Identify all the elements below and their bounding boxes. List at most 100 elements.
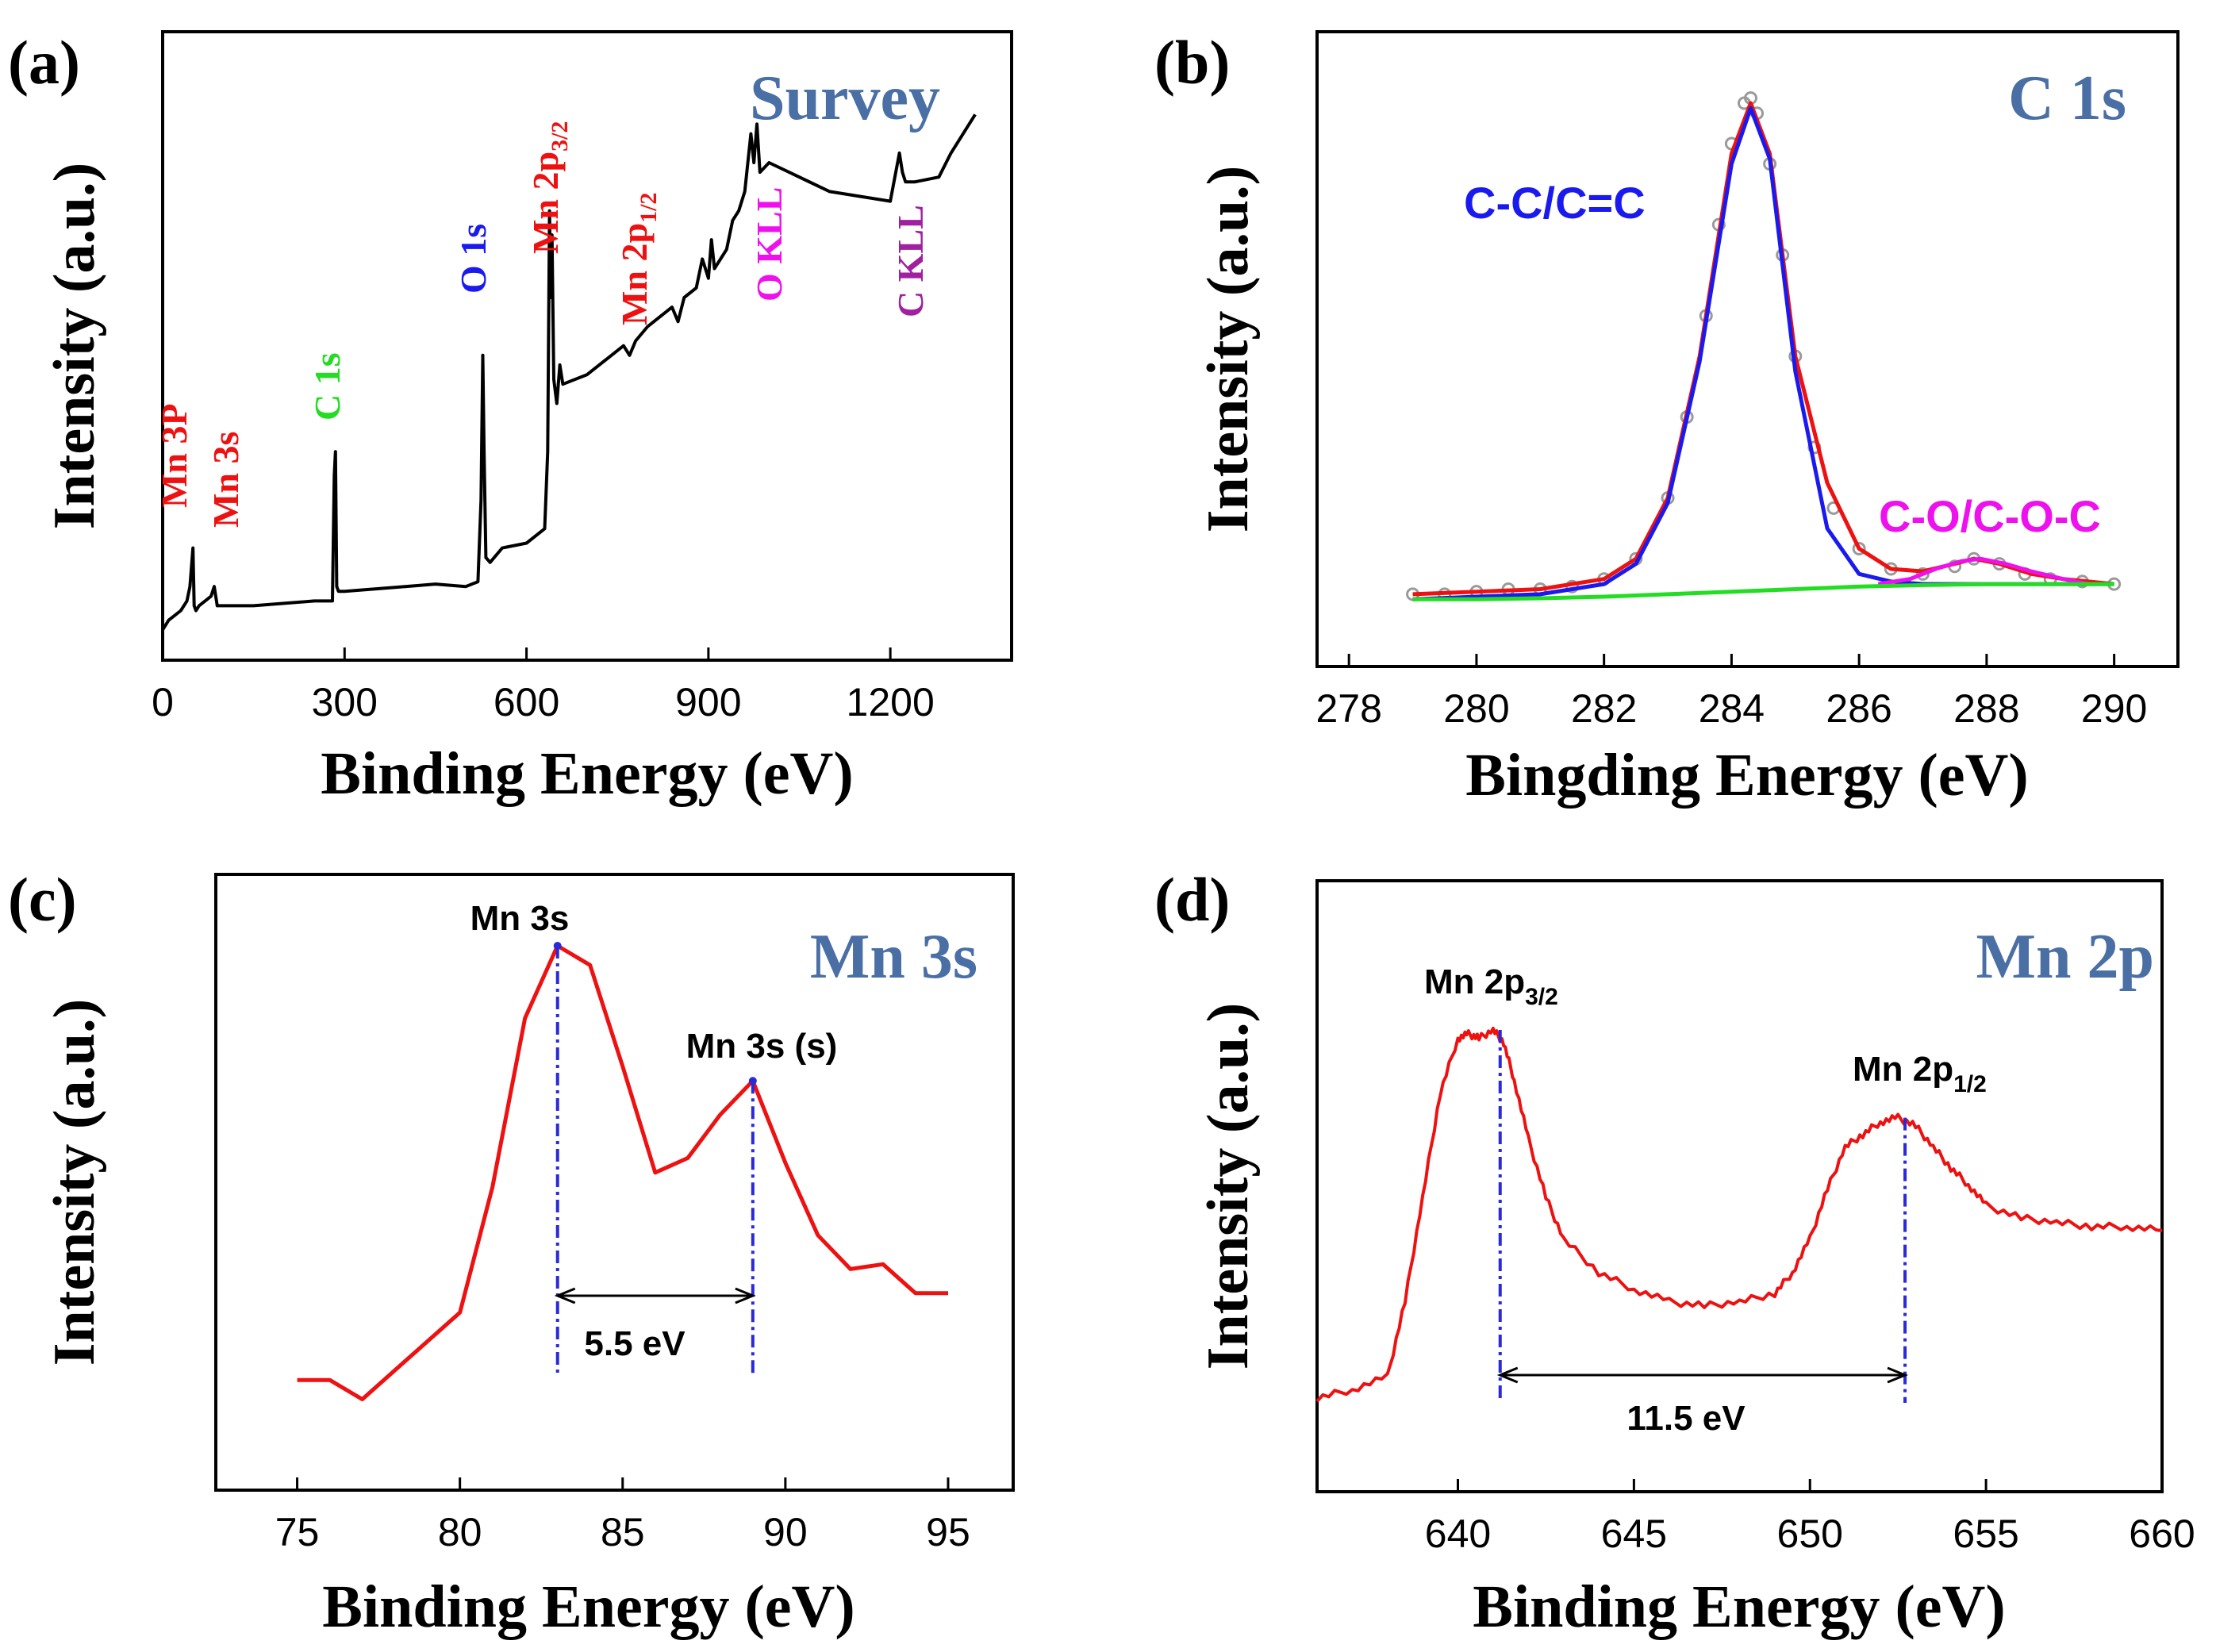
mn3s-splitting-label: 5.5 eV (584, 1324, 686, 1363)
survey-peak-label: Mn 3P (154, 403, 194, 508)
x-tick-label: 650 (1777, 1512, 1843, 1556)
x-tick-label: 288 (1953, 686, 2019, 731)
mn2p-splitting-label: 11.5 eV (1626, 1399, 1746, 1438)
panel-d-frame (1315, 879, 2164, 1493)
panel-c: (c) Mn 3s Intensity (a.u.) Binding Energ… (8, 865, 1015, 1640)
panel-b-frame (1315, 30, 2180, 668)
magenta-fit-line (1877, 556, 2089, 586)
survey-peak-name: C 1s (307, 352, 348, 421)
mn3s-peak-label: Mn 3s (470, 899, 570, 938)
c-o-label: C-O/C-O-C (1879, 491, 2101, 541)
survey-line (161, 113, 977, 631)
mn2p12-sub: 1/2 (1953, 1071, 1987, 1097)
x-tick-label: 286 (1826, 686, 1891, 731)
panel-c-annotations: Mn 3s Mn 3s (s) 5.5 eV (470, 899, 838, 1363)
x-tick-label: 1200 (847, 680, 935, 724)
panel-c-title: Mn 3s (810, 922, 977, 992)
panel-a-xlabel: Binding Energy (eV) (321, 740, 853, 807)
x-tick-label: 278 (1315, 686, 1381, 731)
mn2p12-label: Mn 2p (1853, 1050, 1953, 1089)
mn2p12-peak-label: Mn 2p1/2 (1853, 1050, 1987, 1097)
x-tick-label: 900 (675, 680, 741, 724)
panel-b-ylabel: Intensity (a.u.) (1196, 166, 1261, 533)
arrow-head-right (735, 1287, 756, 1304)
panel-d-annotations: Mn 2p3/2 Mn 2p1/2 11.5 eV (1424, 962, 1987, 1438)
panel-a-series (161, 113, 977, 631)
survey-peak-name: O KLL (749, 187, 789, 302)
c-c-label: C-C/C=C (1464, 178, 1646, 228)
survey-peak-label: Mn 3s (205, 432, 246, 528)
survey-peak-name: Mn 3P (154, 403, 194, 508)
panel-a-ylabel: Intensity (a.u.) (42, 163, 107, 530)
x-tick-label: 290 (2081, 686, 2147, 731)
mn3s-line (297, 943, 948, 1401)
survey-peak-name: Mn 3s (205, 432, 246, 528)
panel-d-series (1315, 1026, 2163, 1403)
green-fit-line (1412, 582, 2114, 601)
panel-c-series (297, 942, 948, 1401)
survey-peak-label: O 1s (453, 224, 494, 294)
panel-d: (d) Mn 2p Intensity (a.u.) Binding Energ… (1154, 865, 2195, 1640)
x-tick-label: 90 (763, 1510, 808, 1554)
panel-c-frame (214, 873, 1015, 1492)
panel-d-xlabel: Binding Energy (eV) (1473, 1573, 2005, 1640)
panel-d-title: Mn 2p (1976, 922, 2155, 992)
survey-peak-name: C KLL (890, 205, 931, 317)
survey-peak-label: C 1s (307, 352, 348, 421)
arrow-head-left (1496, 1366, 1519, 1384)
panel-b-annotations: C-C/C=C C-O/C-O-C (1464, 178, 2101, 541)
panel-c-label: (c) (8, 865, 77, 934)
x-tick-label: 645 (1601, 1512, 1667, 1556)
peak-marker (748, 1077, 757, 1085)
x-tick-label: 95 (926, 1510, 970, 1554)
panel-a-label: (a) (8, 28, 80, 97)
panel-d-label: (d) (1154, 865, 1230, 934)
panel-c-xlabel: Binding Energy (eV) (322, 1573, 855, 1640)
panel-b-title: C 1s (2008, 63, 2126, 133)
panel-b-xlabel: Bingding Energy (eV) (1465, 742, 2028, 809)
panel-a-title: Survey (750, 63, 940, 133)
mn2p32-peak-label: Mn 2p3/2 (1424, 962, 1558, 1010)
panel-b-series (1406, 91, 2122, 601)
survey-peak-name: Mn 2p (525, 152, 566, 254)
panel-a: (a) Survey Intensity (a.u.) Binding Ener… (8, 28, 1013, 807)
panel-b-ticks: 278 280 282 284 286 288 290 (1315, 654, 2147, 731)
arrow-head-right (1887, 1366, 1909, 1384)
x-tick-label: 280 (1443, 686, 1509, 731)
x-tick-label: 80 (438, 1510, 482, 1554)
peak-marker (553, 942, 562, 950)
x-tick-label: 284 (1699, 686, 1765, 731)
x-tick-label: 600 (494, 680, 559, 724)
survey-peak-name: O 1s (453, 224, 494, 294)
survey-peak-subscript: 1/2 (636, 193, 662, 223)
mn2p-line (1315, 1026, 2163, 1403)
raw-data-point (1916, 567, 1930, 581)
x-tick-label: 282 (1571, 686, 1637, 731)
mn2p32-label: Mn 2p (1424, 962, 1525, 1001)
panel-c-ticks: 75 80 85 90 95 (275, 1477, 970, 1554)
x-tick-label: 655 (1953, 1512, 2018, 1556)
x-tick-label: 660 (2129, 1512, 2195, 1556)
panel-a-ticks: 0 300 600 900 1200 (152, 647, 935, 724)
x-tick-label: 85 (601, 1510, 645, 1554)
panel-b-label: (b) (1154, 28, 1230, 97)
x-tick-label: 75 (275, 1510, 320, 1554)
panel-d-ticks: 640 645 650 655 660 (1425, 1479, 2195, 1556)
panel-a-frame (161, 30, 1013, 662)
x-tick-label: 300 (312, 680, 378, 724)
x-tick-label: 0 (152, 680, 174, 724)
panel-b: (b) C 1s Intensity (a.u.) Bingding Energ… (1154, 28, 2180, 809)
survey-peak-label: C KLL (890, 205, 931, 317)
survey-peak-label: O KLL (749, 187, 789, 302)
survey-peak-name: Mn 2p (614, 223, 655, 325)
survey-peak-subscript: 3/2 (547, 121, 573, 152)
survey-peak-label: Mn 2p3/2 (525, 121, 573, 254)
panel-d-ylabel: Intensity (a.u.) (1196, 1003, 1261, 1370)
mn3s-satellite-label: Mn 3s (s) (686, 1027, 838, 1066)
mn2p32-sub: 3/2 (1525, 984, 1558, 1010)
arrow-head-left (554, 1287, 576, 1304)
raw-data-point (1852, 541, 1866, 555)
x-tick-label: 640 (1425, 1512, 1491, 1556)
